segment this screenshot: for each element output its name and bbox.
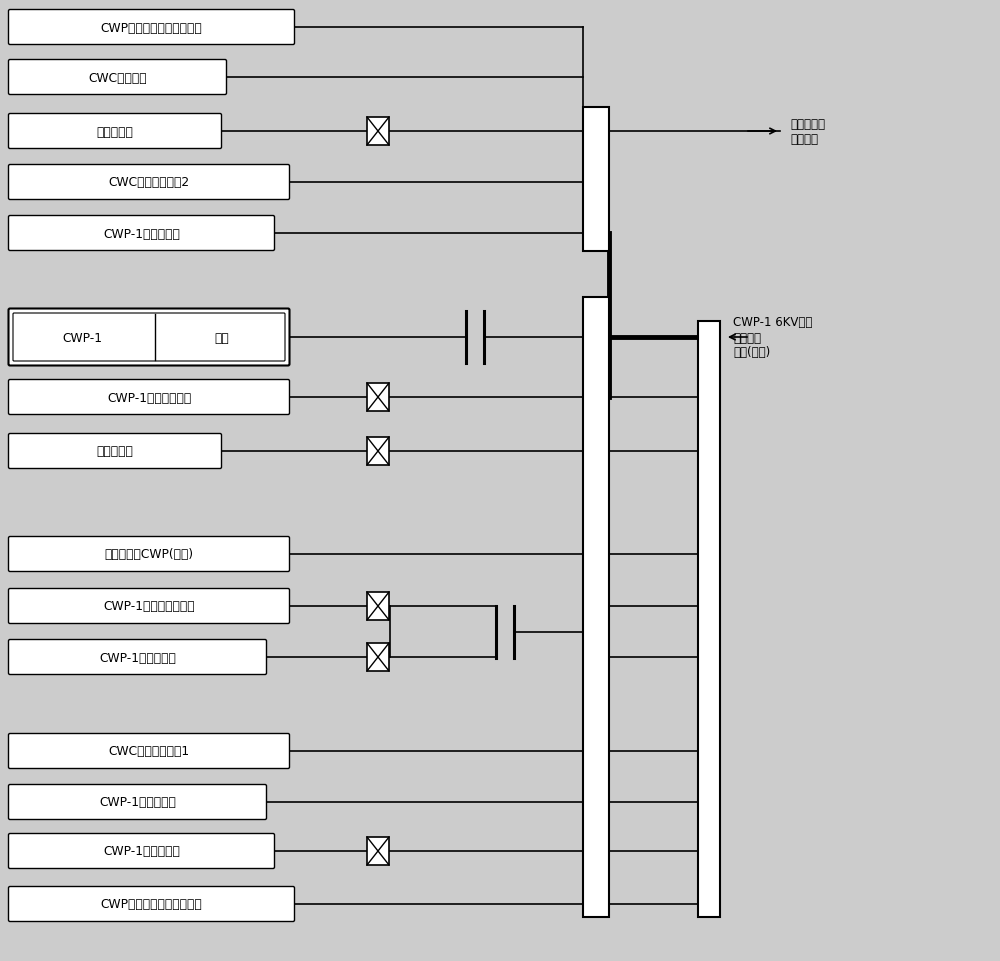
- FancyBboxPatch shape: [8, 640, 266, 675]
- FancyBboxPatch shape: [8, 734, 290, 769]
- Text: CWC启动允许信号2: CWC启动允许信号2: [108, 176, 190, 189]
- FancyBboxPatch shape: [8, 381, 290, 415]
- FancyBboxPatch shape: [8, 785, 266, 820]
- FancyBboxPatch shape: [8, 61, 226, 95]
- FancyBboxPatch shape: [8, 216, 274, 251]
- Bar: [367, 437, 389, 465]
- Bar: [367, 643, 389, 672]
- FancyBboxPatch shape: [8, 537, 290, 572]
- Bar: [583, 108, 609, 252]
- Bar: [583, 298, 609, 917]
- FancyBboxPatch shape: [8, 114, 222, 149]
- Bar: [367, 837, 389, 865]
- FancyBboxPatch shape: [8, 434, 222, 469]
- Text: CWP-1出口门全关: CWP-1出口门全关: [99, 796, 176, 808]
- Text: CWP-1断路器合闸: CWP-1断路器合闸: [103, 227, 180, 240]
- Text: CWP-1 6KV开关
合闸条件
成立(变频): CWP-1 6KV开关 合闸条件 成立(变频): [733, 316, 812, 359]
- Text: CWC远方控制: CWC远方控制: [88, 71, 147, 85]
- FancyBboxPatch shape: [8, 833, 274, 869]
- Text: 变频器故障: 变频器故障: [97, 125, 133, 138]
- Text: 变频器故障: 变频器故障: [97, 445, 133, 458]
- Text: CWP-1轴承温度高: CWP-1轴承温度高: [99, 651, 176, 664]
- FancyBboxPatch shape: [8, 589, 290, 624]
- FancyBboxPatch shape: [8, 165, 290, 200]
- FancyBboxPatch shape: [8, 309, 290, 366]
- Text: CWC启动允许信号1: CWC启动允许信号1: [108, 745, 190, 757]
- Text: 变频器启动
条件成立: 变频器启动 条件成立: [790, 118, 825, 146]
- FancyBboxPatch shape: [8, 11, 294, 45]
- Bar: [367, 383, 389, 411]
- Bar: [367, 592, 389, 621]
- Text: CWP控制方式选择（变频）: CWP控制方式选择（变频）: [101, 21, 202, 35]
- Text: CWP-1跳泵条件成立: CWP-1跳泵条件成立: [107, 391, 191, 404]
- Text: 上位机启动CWP(变频): 上位机启动CWP(变频): [104, 548, 194, 561]
- Text: CWP-1: CWP-1: [62, 332, 103, 344]
- Text: CWP-1断路器保护动作: CWP-1断路器保护动作: [103, 600, 195, 613]
- Text: CWP-1断路器合闸: CWP-1断路器合闸: [103, 845, 180, 857]
- FancyBboxPatch shape: [8, 887, 294, 922]
- Text: 远方: 远方: [214, 332, 229, 344]
- Text: CWP控制方式选择（变频）: CWP控制方式选择（变频）: [101, 898, 202, 911]
- Bar: [367, 118, 389, 146]
- Bar: [698, 322, 720, 917]
